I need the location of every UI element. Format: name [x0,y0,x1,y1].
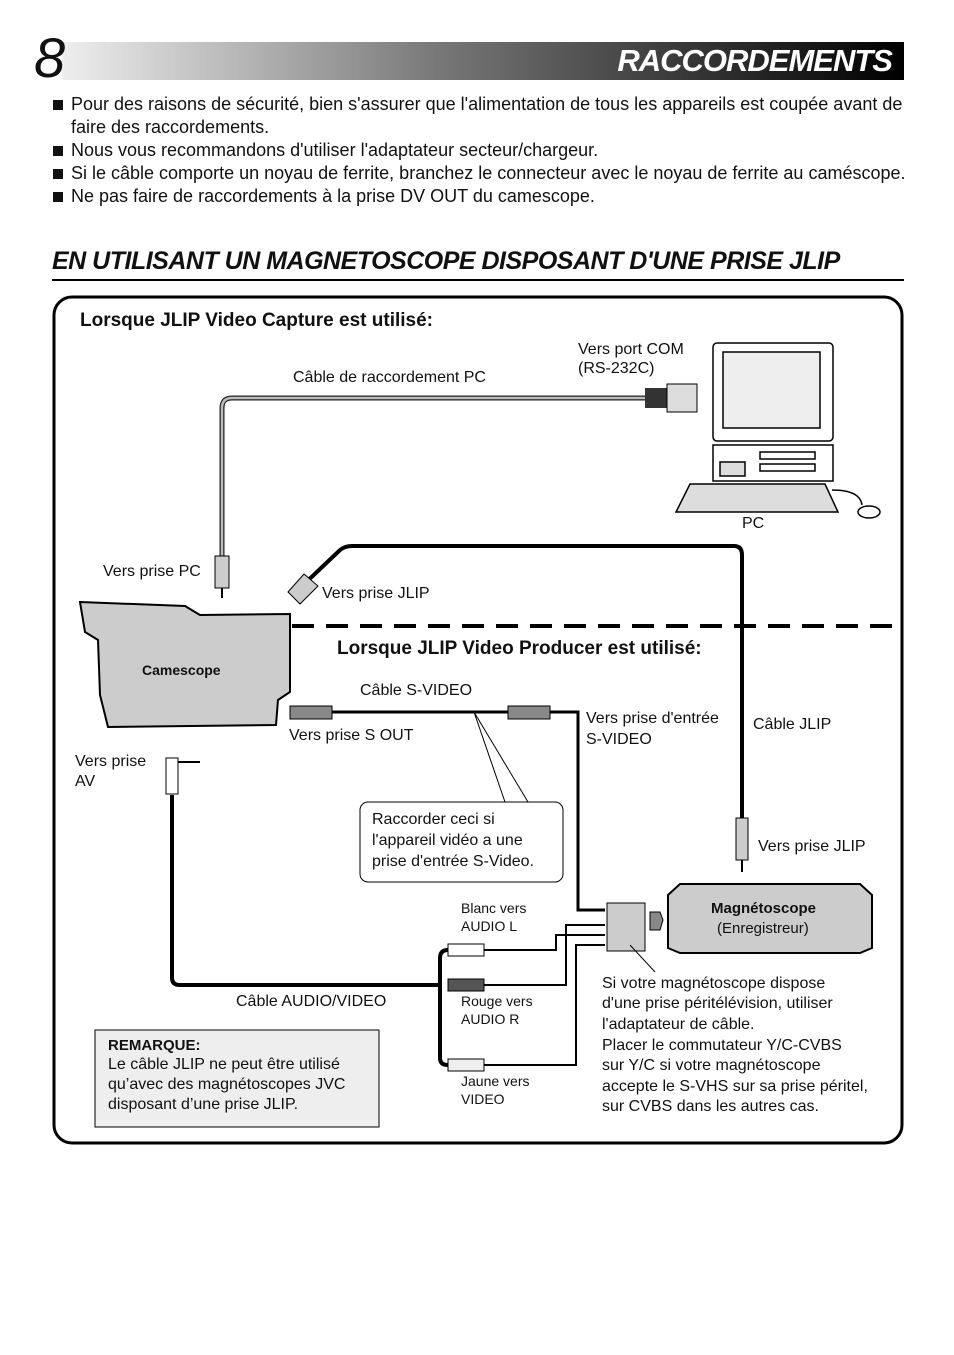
label: (Enregistreur) [717,920,809,937]
camcorder [78,600,291,729]
heading: Lorsque JLIP Video Producer est utilisé: [337,638,702,659]
note-text: sur Y/C si votre magnétoscope [602,1057,821,1074]
label: Vers prise d'entrée [586,710,719,727]
diagram-frame [52,295,904,1145]
jlip-cable [287,544,749,872]
note-text: d'une prise péritélévision, utiliser [602,995,833,1012]
label: Vers port COM [578,341,684,358]
svideo-cable [289,705,605,912]
label: AUDIO L [461,918,518,934]
label: AUDIO R [461,1011,520,1027]
callout-text: l'appareil vidéo a une [372,832,523,849]
label: Vers prise PC [103,563,201,580]
note-text: Si votre magnétoscope dispose [602,975,826,992]
note-box [94,1029,380,1128]
note-text: accepte le S-VHS sur sa prise péritel, [602,1078,868,1095]
scart-adapter [606,902,664,973]
pc [674,342,881,519]
label: Blanc vers [461,900,527,916]
label: Câble de raccordement PC [293,369,486,386]
label: Magnétoscope [711,900,817,917]
label: Camescope [142,662,221,678]
bullet-list: Pour des raisons de sécurité, bien s'ass… [52,93,912,208]
label: PC [742,515,765,532]
label: Câble S-VIDEO [360,682,473,699]
label: Rouge vers [461,993,533,1009]
page-number: 8 [34,26,66,89]
label: Vers prise S OUT [289,727,414,744]
bullet: Si le câble comporte un noyau de ferrite… [52,162,912,185]
header-bar [62,42,904,80]
label: AV [75,773,96,790]
pc-cable [214,383,698,598]
note-text: Le câble JLIP ne peut être utilisé [108,1056,340,1073]
section-title: EN UTILISANT UN MAGNETOSCOPE DISPOSANT D… [52,247,840,275]
bullet: Pour des raisons de sécurité, bien s'ass… [52,93,912,139]
bullet: Ne pas faire de raccordements à la prise… [52,185,912,208]
callout-box [359,801,564,883]
page-title: RACCORDEMENTS [617,43,893,78]
callout-text: prise d'entrée S-Video. [372,853,534,870]
note-text: qu’avec des magnétoscopes JVC [108,1076,346,1093]
label: Jaune vers [461,1073,530,1089]
callout-text: Raccorder ceci si [372,811,495,828]
label: Vers prise JLIP [758,838,866,855]
note-text: l'adaptateur de câble. [602,1016,755,1033]
note-title: REMARQUE: [108,1037,201,1054]
note-text: disposant d’une prise JLIP. [108,1096,299,1113]
label: Câble AUDIO/VIDEO [236,993,387,1010]
note-text: Placer le commutateur Y/C-CVBS [602,1037,842,1054]
label: S-VIDEO [586,731,652,748]
label: Vers prise [75,753,147,770]
label: (RS-232C) [578,360,655,377]
label: VIDEO [461,1091,505,1107]
vcr [667,883,873,954]
heading: Lorsque JLIP Video Capture est utilisé: [80,310,433,331]
label: Vers prise JLIP [322,585,430,602]
note-text: sur CVBS dans les autres cas. [602,1098,819,1115]
bullet: Nous vous recommandons d'utiliser l'adap… [52,139,912,162]
label: Câble JLIP [753,716,832,733]
av-cable [165,757,605,1072]
